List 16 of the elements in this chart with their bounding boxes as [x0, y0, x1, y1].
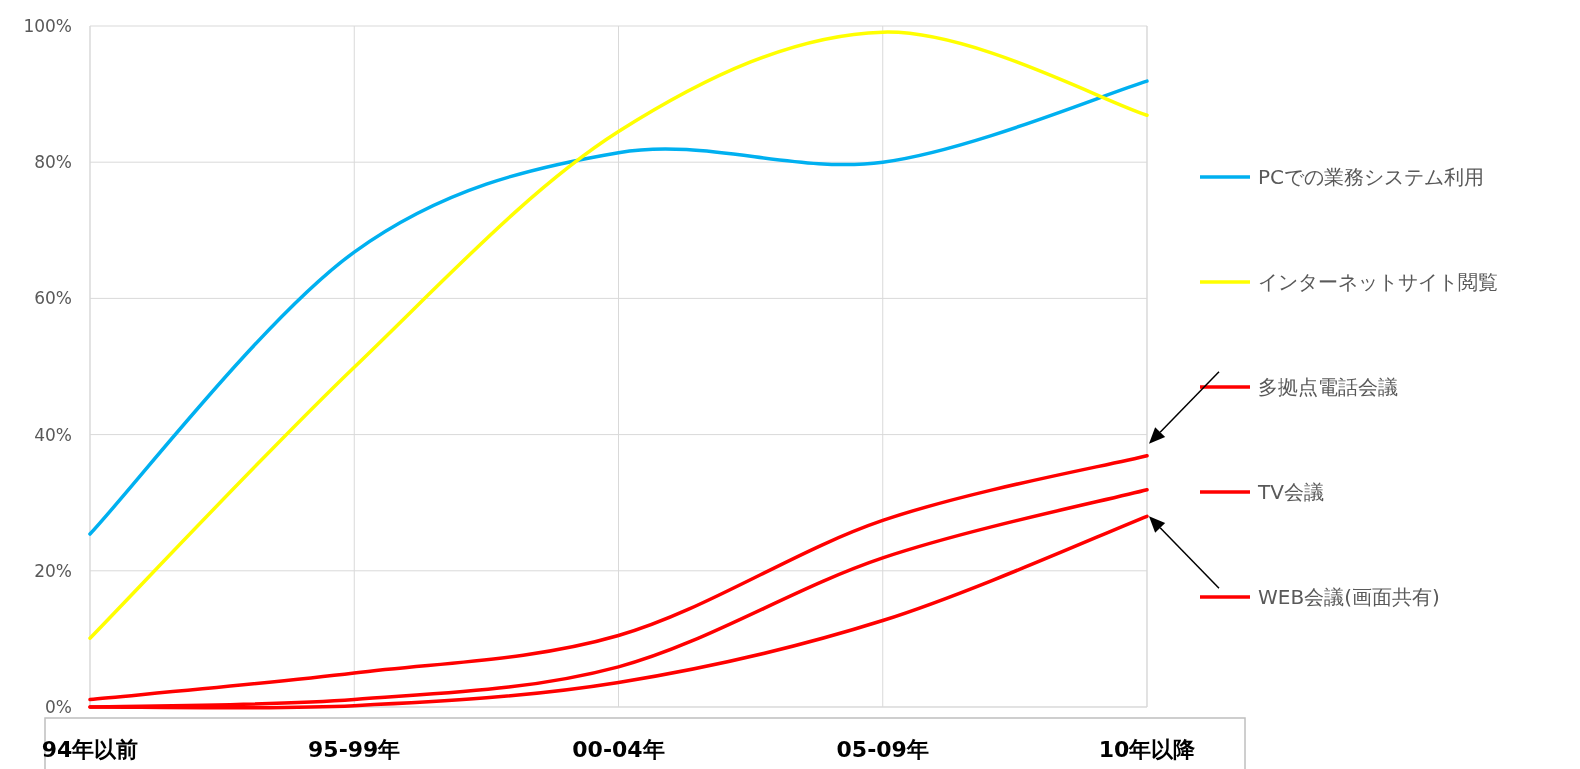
- x-tick-label: 00-04年: [572, 737, 665, 762]
- x-tick-label: 95-99年: [308, 737, 401, 762]
- x-tick-label: 94年以前: [41, 737, 139, 762]
- y-tick-label: 80%: [34, 152, 72, 173]
- y-tick-label: 0%: [45, 697, 72, 717]
- x-tick-label: 05-09年: [836, 737, 929, 762]
- legend-label: TV会議: [1257, 480, 1324, 504]
- y-tick-label: 20%: [34, 560, 72, 581]
- y-tick-label: 100%: [23, 16, 72, 36]
- y-tick-label: 60%: [34, 288, 72, 309]
- legend-label: インターネットサイト閲覧: [1258, 270, 1498, 294]
- legend-label: 多拠点電話会議: [1258, 375, 1398, 399]
- y-tick-label: 40%: [34, 424, 72, 445]
- legend-label: PCでの業務システム利用: [1258, 165, 1485, 189]
- legend-label: WEB会議(画面共有): [1258, 585, 1440, 609]
- x-tick-label: 10年以降: [1098, 737, 1197, 762]
